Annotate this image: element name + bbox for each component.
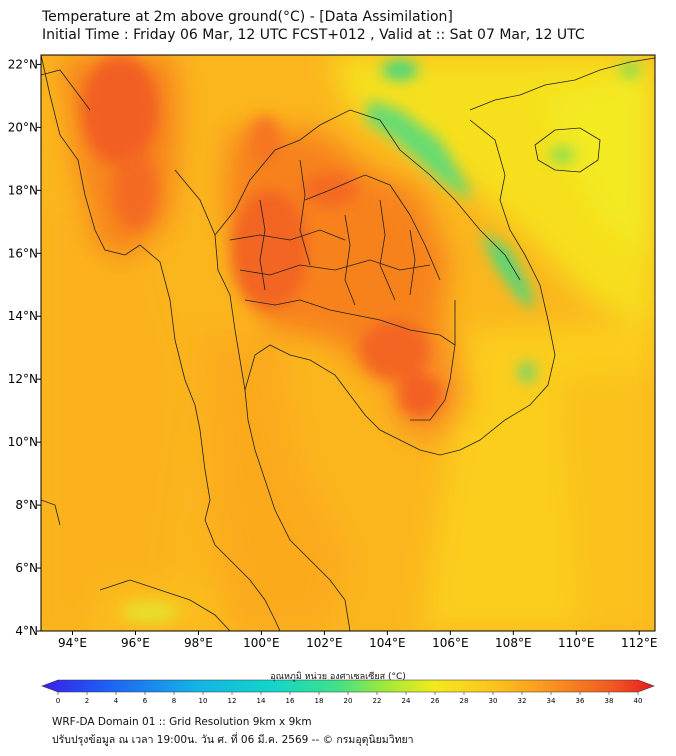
lon-tick-label: 102°E [306,636,343,650]
lat-tick-label: 20°N [8,120,38,134]
colorbar-tick-label: 40 [634,697,643,705]
map-frame [40,54,656,632]
colorbar-tick-label: 38 [605,697,614,705]
coastlines-and-borders [41,55,655,631]
lat-tick-label: 22°N [8,57,38,71]
colorbar-tick-label: 24 [402,697,411,705]
colorbar-tick-label: 34 [547,697,556,705]
latitude-axis: 22°N 20°N 18°N 16°N 14°N 12°N 10°N 8°N 6°N 4°N [8,57,41,638]
colorbar-tick-label: 14 [257,697,266,705]
temperature-field [41,55,655,631]
colorbar-tick-label: 10 [199,697,208,705]
lat-tick-label: 16°N [8,246,38,260]
colorbar-tick-label: 8 [172,697,176,705]
lat-tick-label: 14°N [8,309,38,323]
colorbar-tick-label: 18 [315,697,324,705]
lat-tick-label: 12°N [8,372,38,386]
lon-tick-label: 108°E [495,636,532,650]
lat-tick-label: 6°N [15,561,38,575]
colorbar-tick-label: 36 [576,697,585,705]
colorbar-tick-label: 26 [431,697,440,705]
colorbar-tick-label: 32 [518,697,527,705]
map-subtitle: Initial Time : Friday 06 Mar, 12 UTC FCS… [42,27,585,43]
colorbar-ticks: 0 2 4 6 8 10 12 14 16 18 20 22 24 26 28 30 32 34 36 38 40 [56,692,643,705]
lon-tick-label: 112°E [621,636,658,650]
lat-tick-label: 4°N [15,624,38,638]
lon-tick-label: 94°E [58,636,87,650]
lon-tick-label: 106°E [432,636,469,650]
colorbar-tick-label: 0 [56,697,60,705]
longitude-axis: 94°E 96°E 98°E 100°E 102°E 104°E 106°E 108°E 110… [58,631,658,650]
map-title: Temperature at 2m above ground(°C) - [Da… [42,9,453,25]
lon-tick-label: 98°E [184,636,213,650]
colorbar-tick-label: 2 [85,697,89,705]
colorbar-label: อุณหภูมิ หน่วย องศาเซลเซียส (°C) [270,672,406,682]
colorbar-tick-label: 30 [489,697,498,705]
footer-update-info: ปรับปรุงข้อมูล ณ เวลา 19:00น. วัน ศ. ที่… [52,734,414,746]
colorbar-tick-label: 6 [143,697,148,705]
lon-tick-label: 100°E [243,636,280,650]
colorbar-tick-label: 12 [228,697,237,705]
colorbar-tick-label: 20 [344,697,353,705]
colorbar-tick-label: 16 [286,697,295,705]
lon-tick-label: 110°E [558,636,595,650]
lat-tick-label: 18°N [8,183,38,197]
colorbar-tick-label: 4 [114,697,119,705]
colorbar-tick-label: 28 [460,697,469,705]
lon-tick-label: 96°E [121,636,150,650]
colorbar-tick-label: 22 [373,697,382,705]
colorbar: 0 2 4 6 8 10 12 14 16 18 20 22 24 26 28 30 32 34 36 38 40 [41,679,655,705]
lon-tick-label: 104°E [369,636,406,650]
lat-tick-label: 10°N [8,435,38,449]
footer-model-info: WRF-DA Domain 01 :: Grid Resolution 9km … [52,716,312,728]
lat-tick-label: 8°N [15,498,38,512]
